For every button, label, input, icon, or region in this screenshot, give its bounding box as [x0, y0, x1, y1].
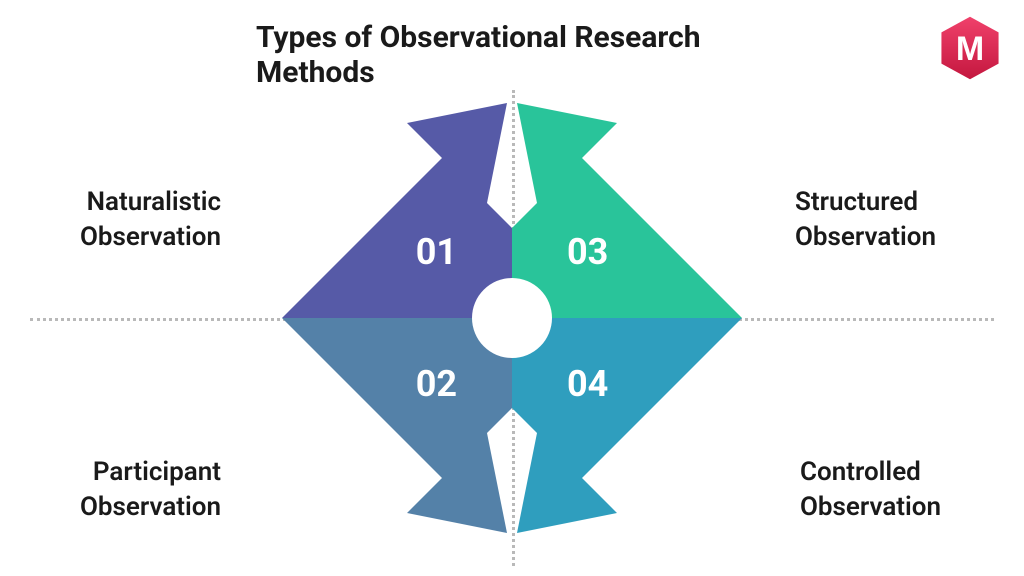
quadrant-top-left: 01 [252, 93, 512, 318]
quadrant-top-right: 03 [512, 93, 772, 318]
quadrant-number: 01 [416, 231, 457, 273]
quadrant-number: 02 [416, 363, 457, 405]
arrow-shape-icon [512, 318, 772, 543]
quadrant-bottom-left: 02 [252, 318, 512, 543]
arrow-shape-icon [252, 93, 512, 318]
diagram-canvas: 01 Naturalistic Observation 03 Structure… [0, 60, 1024, 576]
arrow-shape-icon [512, 93, 772, 318]
quadrant-label-top-left: Naturalistic Observation [80, 185, 221, 255]
quadrant-number: 04 [567, 363, 608, 405]
center-circle [472, 278, 552, 358]
quadrant-label-bottom-left: Participant Observation [80, 455, 221, 525]
quadrant-bottom-right: 04 [512, 318, 772, 543]
quadrant-label-top-right: Structured Observation [795, 185, 936, 255]
quadrant-label-bottom-right: Controlled Observation [800, 455, 941, 525]
quadrant-number: 03 [567, 231, 608, 273]
arrow-shape-icon [252, 318, 512, 543]
